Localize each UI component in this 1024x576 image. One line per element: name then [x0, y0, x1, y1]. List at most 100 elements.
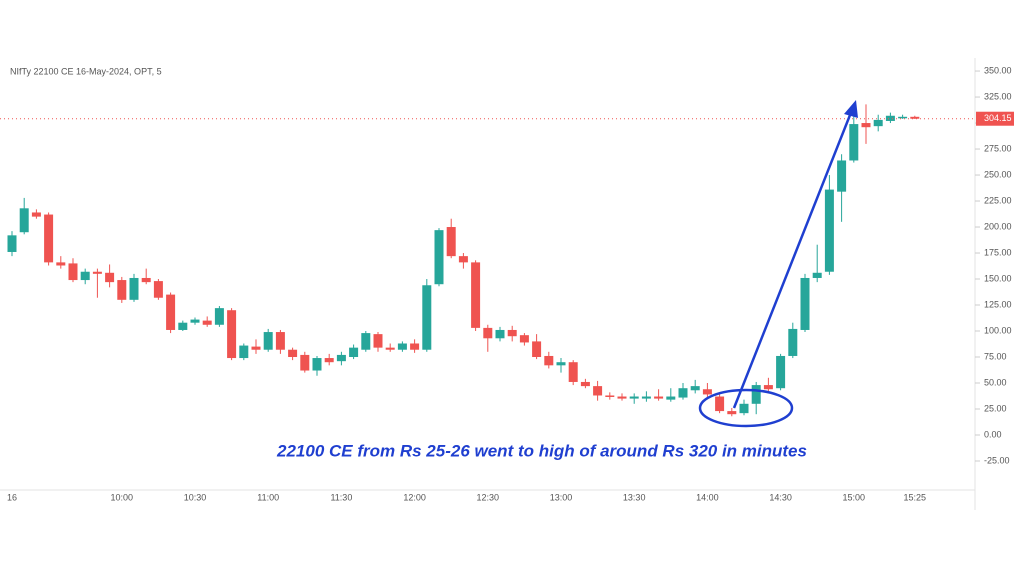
candle-body [166, 294, 176, 330]
candle-body [239, 345, 249, 359]
candle-body [422, 285, 432, 350]
x-tick-label: 11:30 [330, 492, 352, 502]
candle-body [312, 358, 322, 371]
y-tick-label: 350.00 [984, 65, 1012, 75]
candle-body [568, 362, 578, 382]
candle-body [812, 272, 822, 278]
candle-body [824, 189, 834, 272]
candle-body [105, 272, 115, 283]
arrow-shaft [732, 109, 854, 409]
y-tick-label: 125.00 [984, 299, 1012, 309]
candle-body [227, 310, 237, 359]
candle-body [678, 388, 688, 398]
y-tick-label: -25.00 [984, 455, 1010, 465]
candle-body [263, 332, 273, 350]
candle-body [471, 262, 481, 328]
candle-body [410, 343, 420, 350]
annotation: 22100 CE from Rs 25-26 went to high of a… [276, 441, 807, 460]
candle-body [715, 396, 725, 412]
candle-body [641, 396, 651, 399]
candle-body [861, 123, 871, 128]
candle-body [275, 332, 285, 350]
candle-body [251, 346, 261, 350]
candle-body [214, 308, 224, 325]
candle-body [68, 263, 78, 281]
y-tick-label: 150.00 [984, 273, 1012, 283]
candle-body [373, 334, 383, 348]
y-tick-label: 225.00 [984, 195, 1012, 205]
candle-body [483, 327, 493, 339]
candle-body [31, 212, 41, 217]
candle-body [349, 347, 359, 358]
x-tick-label: 15:00 [843, 492, 866, 502]
chart-title: NIfTy 22100 CE 16-May-2024, OPT, 5 [10, 66, 162, 76]
candle-body [202, 320, 212, 325]
highlight-ellipse [698, 388, 794, 428]
x-tick-label: 12:00 [403, 492, 426, 502]
candle-body [117, 280, 127, 300]
candle-body [153, 281, 163, 298]
candle-body [385, 347, 395, 350]
candle-body [849, 124, 859, 161]
candle-body [580, 381, 590, 387]
candle-body [44, 214, 54, 263]
y-tick-label: 50.00 [984, 377, 1007, 387]
candle-body [739, 403, 749, 414]
y-tick-label: 275.00 [984, 143, 1012, 153]
y-tick-label: 200.00 [984, 221, 1012, 231]
candle-body [727, 411, 737, 415]
candle-body [324, 358, 334, 363]
candle-body [873, 119, 883, 127]
arrow-head [844, 100, 858, 118]
y-tick-label: 25.00 [984, 403, 1007, 413]
y-tick-label: 175.00 [984, 247, 1012, 257]
x-tick-label: 10:30 [184, 492, 207, 502]
candle-body [898, 116, 908, 119]
candle-body [336, 354, 346, 362]
candle-body [690, 386, 700, 391]
candle-body [837, 160, 847, 192]
x-tick-label: 14:30 [769, 492, 792, 502]
y-tick-label: 100.00 [984, 325, 1012, 335]
x-tick-label: 15:25 [904, 492, 927, 502]
candle-body [702, 389, 712, 395]
candle-body [56, 262, 66, 266]
candle-body [80, 271, 90, 281]
candle-body [446, 227, 456, 257]
candle-body [666, 396, 676, 400]
candle-body [495, 329, 505, 339]
candle-body [885, 115, 895, 121]
candle-body [288, 349, 298, 358]
y-tick-label: 325.00 [984, 91, 1012, 101]
x-tick-label: 16 [7, 492, 17, 502]
candle-body [19, 208, 29, 233]
candle-body [434, 230, 444, 285]
candle-body [629, 396, 639, 399]
last-price-tag [976, 111, 1014, 126]
candle-body [458, 256, 468, 263]
candle-body [361, 333, 371, 350]
candle-body [507, 329, 517, 337]
candle-body [763, 385, 773, 390]
candle-body [788, 328, 798, 356]
candle-body [910, 116, 920, 119]
plot: -25.00 0.00 25.00 50.00 75.00 100.00 125.00 150… [0, 65, 1014, 502]
candle-body [7, 235, 17, 252]
candle-body [751, 385, 761, 404]
candle-body [800, 277, 810, 330]
y-tick-label: 75.00 [984, 351, 1007, 361]
candle-body [532, 341, 542, 358]
x-tick-label: 13:30 [623, 492, 646, 502]
x-tick-label: 10:00 [111, 492, 134, 502]
candle-body [129, 277, 139, 300]
candle-body [178, 322, 188, 330]
candle-body [92, 271, 102, 274]
x-tick-label: 11:00 [257, 492, 279, 502]
candle-body [190, 319, 200, 323]
candle-body [654, 396, 664, 399]
y-tick-label: 250.00 [984, 169, 1012, 179]
y-tick-label: 0.00 [984, 429, 1002, 439]
x-tick-label: 13:00 [550, 492, 573, 502]
candle-body [605, 395, 615, 397]
